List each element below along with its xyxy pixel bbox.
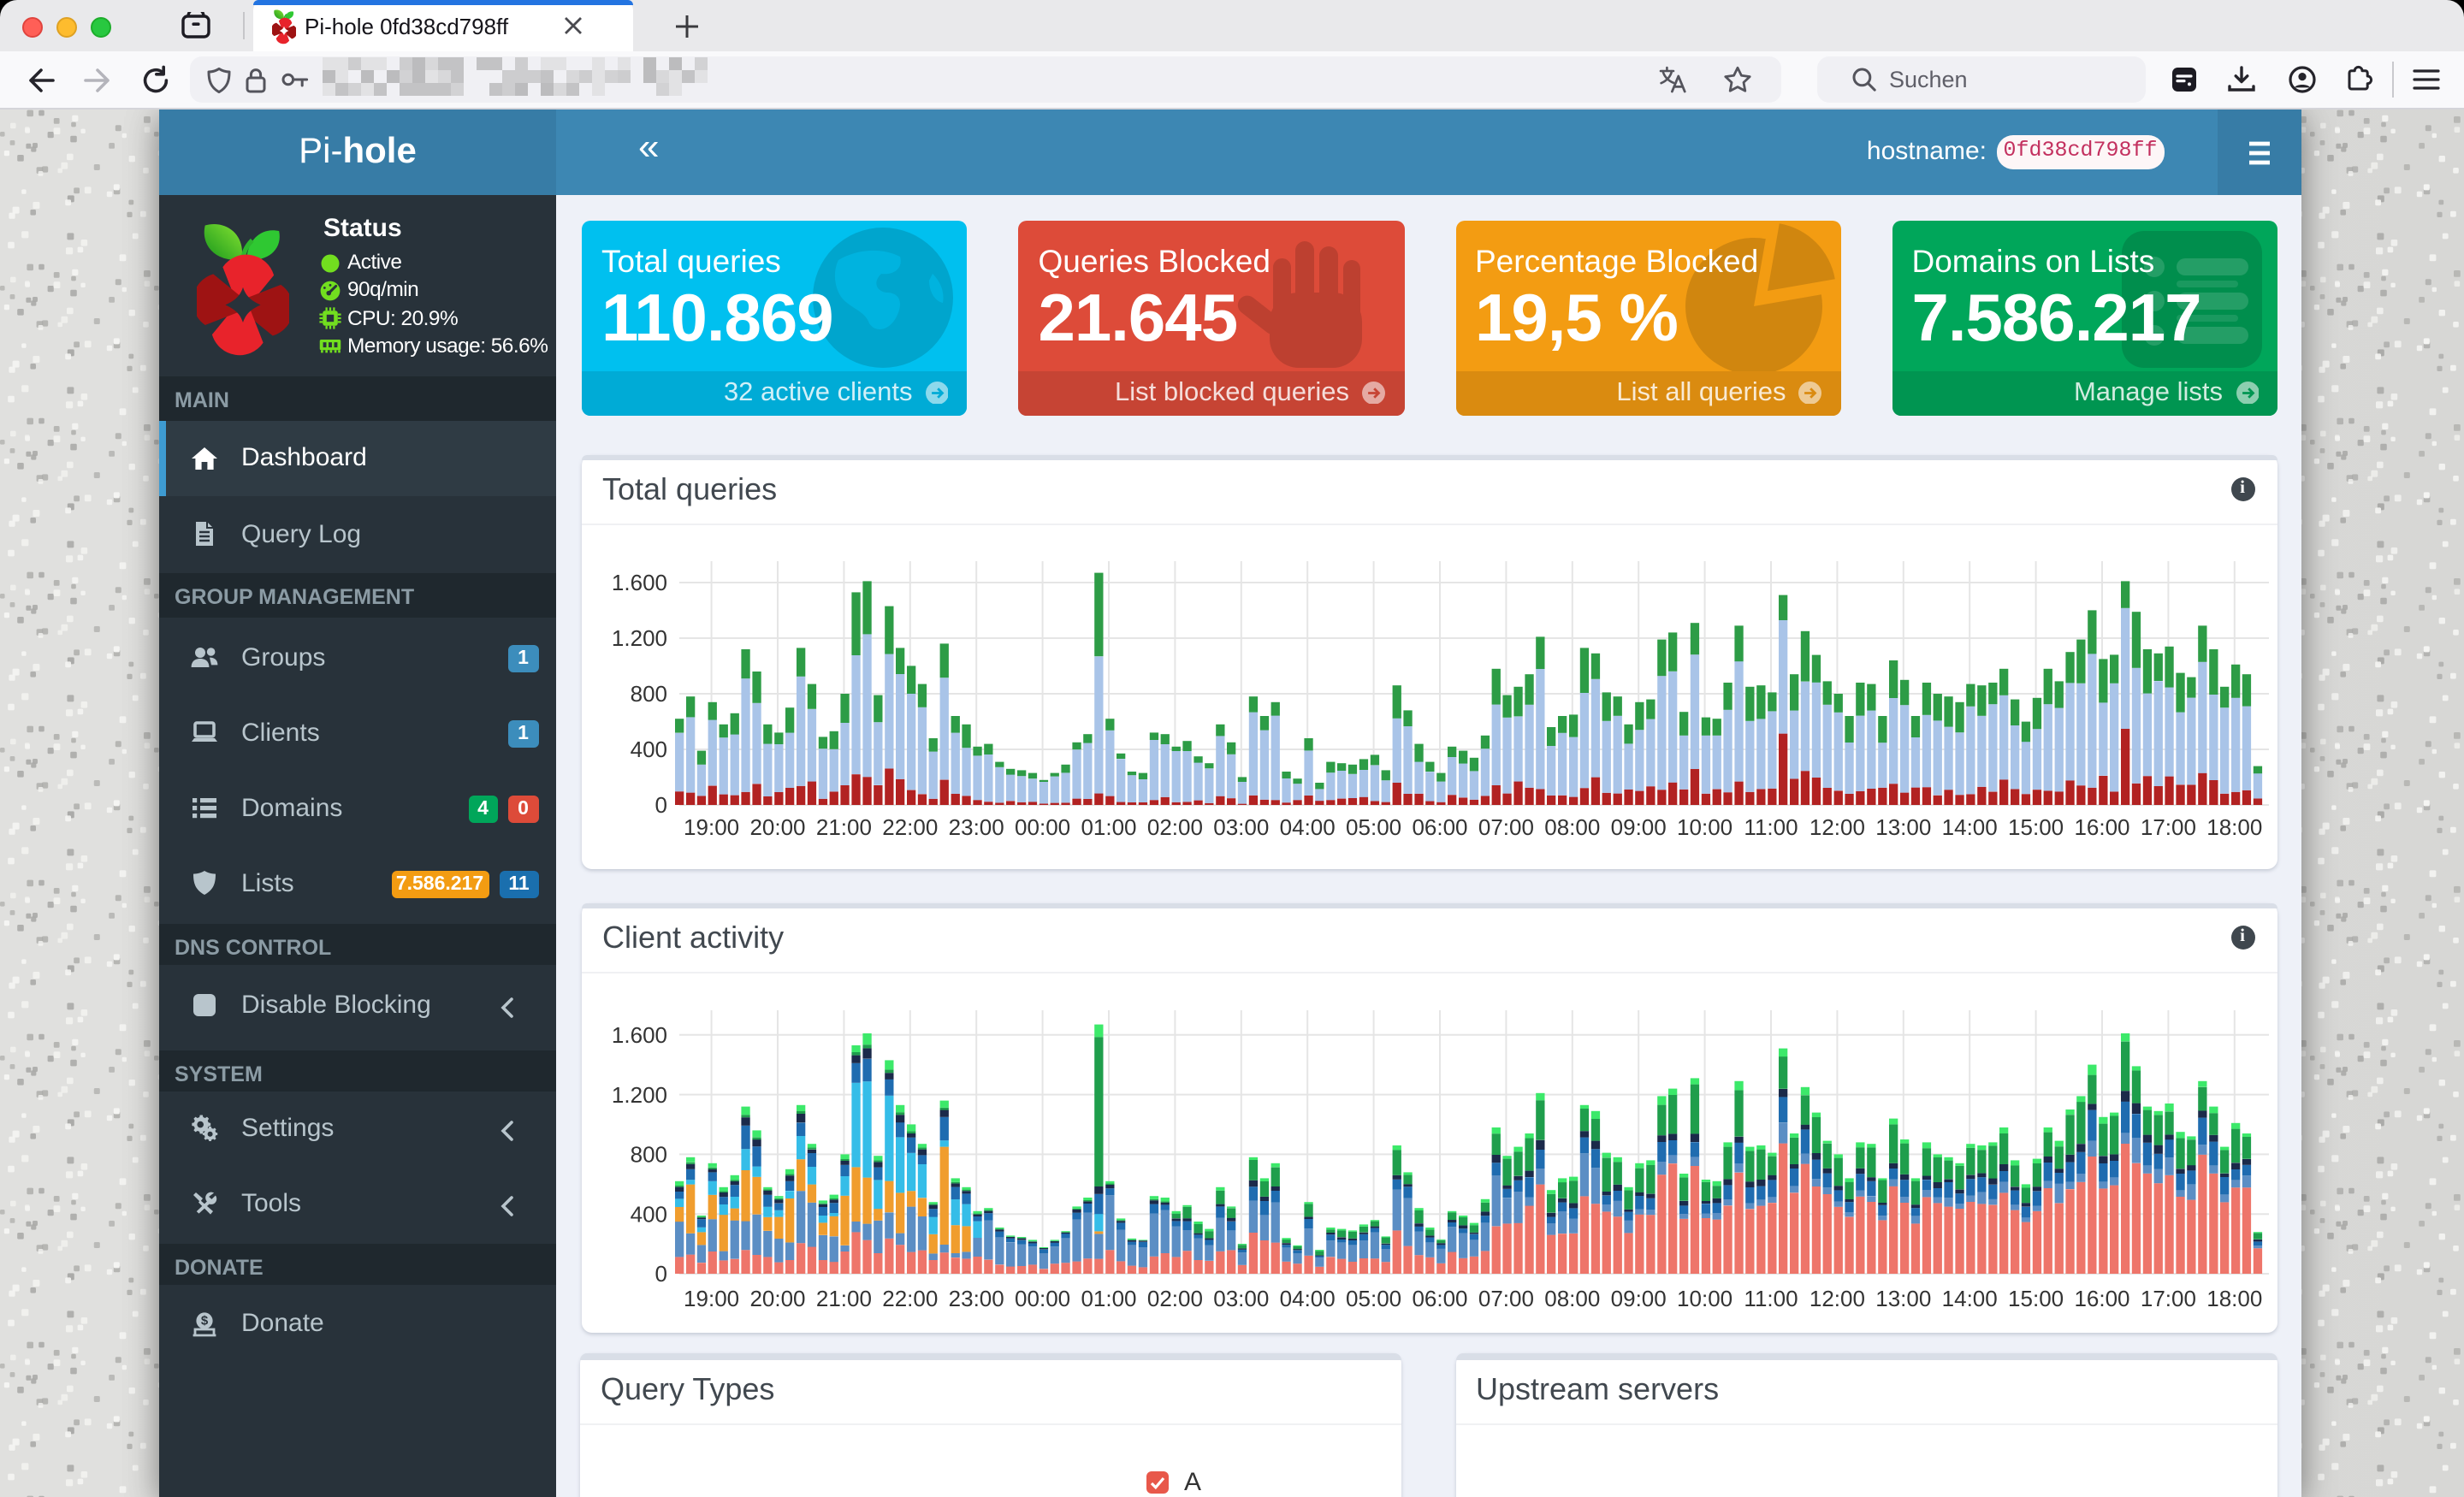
svg-text:03:00: 03:00 [1213,814,1269,839]
svg-text:06:00: 06:00 [1412,1285,1467,1311]
svg-text:14:00: 14:00 [1942,1285,1998,1311]
svg-text:800: 800 [631,1141,667,1167]
svg-text:18:00: 18:00 [2206,814,2262,839]
svg-text:07:00: 07:00 [1478,1285,1534,1311]
svg-text:23:00: 23:00 [949,814,1004,839]
svg-text:11:00: 11:00 [1744,1285,1798,1311]
svg-text:10:00: 10:00 [1677,814,1732,839]
svg-text:16:00: 16:00 [2074,814,2129,839]
svg-text:1.200: 1.200 [612,624,667,650]
svg-text:14:00: 14:00 [1942,814,1998,839]
svg-text:20:00: 20:00 [749,1285,805,1311]
svg-text:02:00: 02:00 [1147,814,1203,839]
svg-text:19:00: 19:00 [684,1285,739,1311]
svg-text:1.600: 1.600 [612,1021,667,1047]
svg-text:08:00: 08:00 [1544,1285,1600,1311]
svg-text:15:00: 15:00 [2008,1285,2064,1311]
svg-text:09:00: 09:00 [1611,1285,1667,1311]
svg-text:1.600: 1.600 [612,569,667,595]
svg-text:13:00: 13:00 [1875,814,1931,839]
svg-text:17:00: 17:00 [2141,1285,2196,1311]
svg-text:02:00: 02:00 [1147,1285,1203,1311]
svg-text:1.200: 1.200 [612,1081,667,1107]
svg-text:04:00: 04:00 [1280,814,1336,839]
svg-text:12:00: 12:00 [1810,814,1865,839]
svg-text:22:00: 22:00 [882,1285,938,1311]
svg-text:0: 0 [655,1260,667,1286]
svg-text:0: 0 [655,791,667,817]
svg-text:12:00: 12:00 [1810,1285,1865,1311]
svg-text:13:00: 13:00 [1875,1285,1931,1311]
svg-text:800: 800 [631,680,667,706]
svg-text:07:00: 07:00 [1478,814,1534,839]
svg-text:23:00: 23:00 [949,1285,1004,1311]
svg-text:05:00: 05:00 [1346,1285,1401,1311]
svg-text:01:00: 01:00 [1081,1285,1136,1311]
svg-text:19:00: 19:00 [684,814,739,839]
svg-text:400: 400 [631,736,667,761]
svg-text:03:00: 03:00 [1213,1285,1269,1311]
svg-text:17:00: 17:00 [2141,814,2196,839]
svg-text:15:00: 15:00 [2008,814,2064,839]
svg-text:11:00: 11:00 [1744,814,1798,839]
svg-text:08:00: 08:00 [1544,814,1600,839]
svg-text:00:00: 00:00 [1015,814,1070,839]
svg-text:20:00: 20:00 [749,814,805,839]
svg-text:16:00: 16:00 [2074,1285,2129,1311]
svg-text:22:00: 22:00 [882,814,938,839]
svg-text:00:00: 00:00 [1015,1285,1070,1311]
svg-text:18:00: 18:00 [2206,1285,2262,1311]
svg-text:04:00: 04:00 [1280,1285,1336,1311]
svg-text:$: $ [201,1313,209,1328]
svg-text:09:00: 09:00 [1611,814,1667,839]
svg-text:05:00: 05:00 [1346,814,1401,839]
svg-text:21:00: 21:00 [816,814,872,839]
svg-text:01:00: 01:00 [1081,814,1136,839]
svg-text:21:00: 21:00 [816,1285,872,1311]
svg-text:10:00: 10:00 [1677,1285,1732,1311]
svg-text:400: 400 [631,1200,667,1226]
svg-text:06:00: 06:00 [1412,814,1467,839]
